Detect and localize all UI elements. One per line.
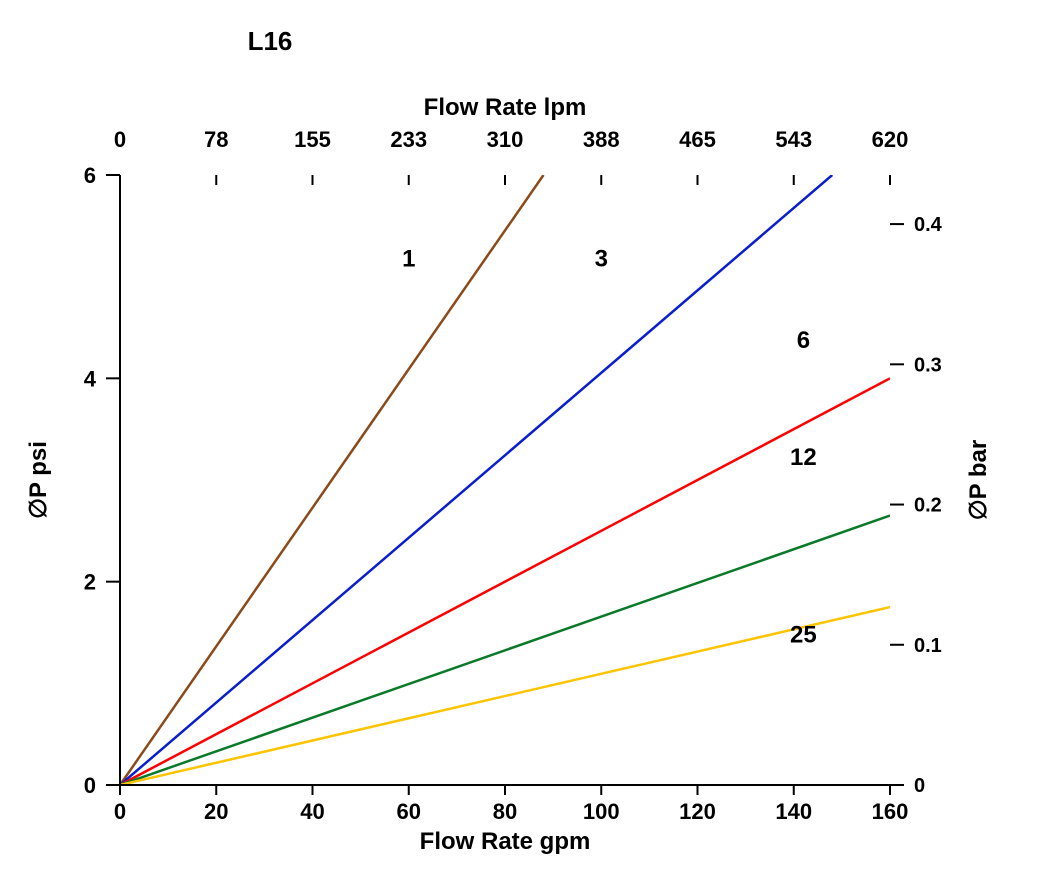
x-bottom-axis-label: Flow Rate gpm (420, 828, 591, 855)
x-top-tick-label: 543 (775, 127, 812, 152)
y-left-tick-label: 4 (84, 366, 97, 391)
series-label-6: 6 (797, 327, 810, 354)
x-top-tick-label: 620 (872, 127, 909, 152)
x-bottom-tick-label: 100 (583, 799, 620, 824)
y-left-axis-label: ∅P psi (25, 441, 52, 519)
y-right-tick-label: 0 (914, 775, 925, 797)
x-top-tick-label: 78 (204, 127, 228, 152)
y-left-tick-label: 6 (84, 163, 96, 188)
y-right-tick-label: 0.1 (914, 635, 942, 657)
x-top-tick-label: 0 (114, 127, 126, 152)
x-bottom-tick-label: 60 (397, 799, 421, 824)
x-top-tick-label: 465 (679, 127, 716, 152)
series-label-1: 1 (402, 246, 415, 273)
x-top-tick-label: 233 (390, 127, 427, 152)
x-bottom-tick-label: 20 (204, 799, 228, 824)
y-left-tick-label: 0 (84, 773, 96, 798)
x-top-tick-label: 388 (583, 127, 620, 152)
x-bottom-tick-label: 80 (493, 799, 517, 824)
x-bottom-tick-label: 0 (114, 799, 126, 824)
x-top-tick-label: 310 (487, 127, 524, 152)
y-right-tick-label: 0.2 (914, 495, 942, 517)
x-bottom-tick-label: 160 (872, 799, 909, 824)
y-right-tick-label: 0.3 (914, 354, 942, 376)
y-right-tick-label: 0.4 (914, 214, 943, 236)
x-bottom-tick-label: 40 (300, 799, 324, 824)
series-label-12: 12 (790, 444, 817, 471)
x-top-tick-label: 155 (294, 127, 331, 152)
x-top-axis-label: Flow Rate lpm (424, 94, 587, 121)
x-bottom-tick-label: 120 (679, 799, 716, 824)
chart-title: L16 (248, 26, 293, 56)
series-label-3: 3 (595, 246, 608, 273)
series-label-25: 25 (790, 622, 817, 649)
pressure-flow-chart: L160020784015560233803101003881204651405… (0, 0, 1050, 892)
y-right-axis-label: ∅P bar (965, 440, 992, 521)
y-left-tick-label: 2 (84, 570, 96, 595)
x-bottom-tick-label: 140 (775, 799, 812, 824)
